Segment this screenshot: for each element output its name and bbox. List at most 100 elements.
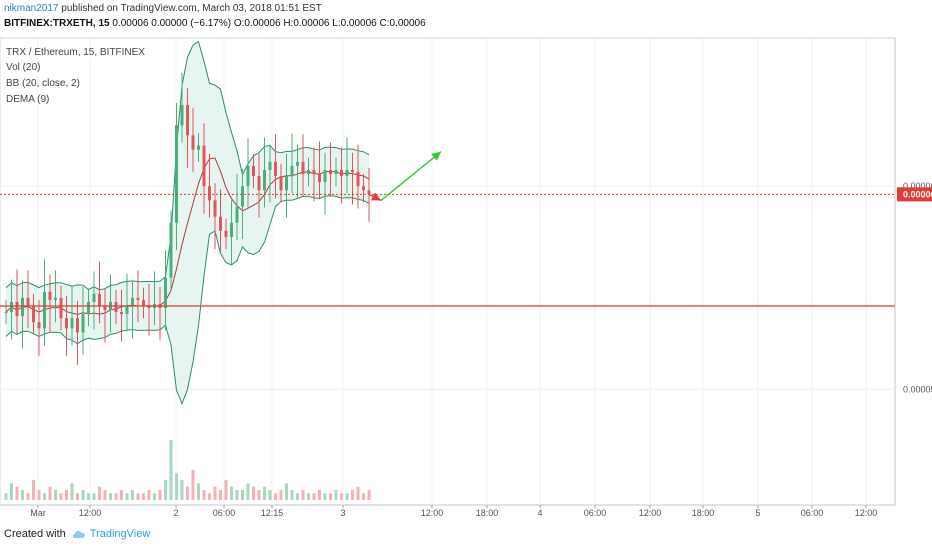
legend-dema[interactable]: DEMA (9) (6, 94, 49, 105)
time-tick-label: 12:00 (421, 508, 444, 518)
volume-bar (263, 486, 266, 500)
candle-body (175, 125, 178, 223)
volume-bar (268, 490, 272, 500)
volume-bar (59, 493, 63, 500)
volume-bar (285, 483, 288, 500)
volume-bar (125, 493, 129, 500)
volume-bar (120, 490, 123, 500)
volume-bar (65, 490, 68, 500)
candle-body (263, 169, 266, 191)
price-tag-label: 0.00006 (903, 189, 932, 199)
volume-bar (219, 490, 222, 500)
candle-body (312, 169, 316, 175)
published-text: published on TradingView.com, March 03, … (61, 3, 322, 14)
volume-bar (213, 486, 217, 500)
candle-body (362, 186, 365, 191)
candle-body (169, 222, 173, 278)
volume-bar (345, 493, 349, 500)
volume-bar (15, 486, 19, 500)
volume-bar (312, 493, 316, 500)
candle-body (98, 293, 101, 307)
candle-body (81, 314, 85, 333)
publisher-username[interactable]: nikman2017 (4, 3, 59, 14)
volume-bar (158, 490, 162, 500)
time-tick-label: 5 (755, 508, 760, 518)
candle-body (180, 104, 184, 126)
time-tick-label: 12:00 (855, 508, 878, 518)
volume-bar (4, 493, 8, 500)
candle-body (252, 165, 255, 177)
candle-body (136, 297, 140, 300)
legend-title: TRX / Ethereum, 15, BITFINEX (6, 47, 145, 58)
volume-bar (70, 483, 74, 500)
tradingview-label: TradingView (89, 528, 151, 540)
volume-bar (323, 493, 327, 500)
candle-body (103, 306, 107, 311)
volume-bar (180, 480, 184, 500)
red-arrow (368, 192, 382, 202)
time-tick-label: 12:00 (79, 508, 102, 518)
upper-band (5, 40, 370, 291)
volume-bar (334, 490, 338, 500)
volume-bar (351, 490, 354, 500)
candle-body (296, 161, 299, 166)
volume-bar (241, 490, 244, 500)
candle-body (241, 186, 244, 207)
volume-bar (153, 493, 156, 500)
candle-body (334, 169, 338, 175)
candle-body (356, 171, 360, 187)
footer: Created with TradingView (4, 528, 150, 540)
candle-body (43, 291, 46, 329)
candle-body (367, 190, 371, 195)
volume-bar (147, 490, 151, 500)
time-tick-label: 18:00 (692, 508, 715, 518)
candle-body (213, 200, 217, 217)
volume-bar (329, 493, 332, 500)
candle-body (4, 312, 8, 314)
time-tick-label: 12:15 (261, 508, 284, 518)
candle-body (274, 161, 277, 177)
time-tick-label: 06:00 (584, 508, 607, 518)
volume-bar (114, 493, 118, 500)
volume-bar (142, 493, 145, 500)
volume-bar (230, 486, 233, 500)
time-tick-label: Mar (30, 508, 46, 518)
volume-bar (186, 486, 189, 500)
volume-bar (26, 493, 30, 500)
volume-bar (48, 486, 52, 500)
volume-bar (164, 480, 167, 500)
volume-bar (362, 493, 365, 500)
volume-bar (274, 493, 277, 500)
candle-body (120, 312, 123, 315)
candle-body (257, 176, 261, 191)
time-tick-label: 2 (173, 508, 178, 518)
projection-arrows (368, 151, 442, 202)
tradingview-brand[interactable]: TradingView (72, 528, 151, 540)
candle-body (37, 322, 41, 329)
volume-bar (197, 483, 200, 500)
candle-body (59, 297, 63, 319)
candle-body (318, 174, 321, 183)
volume-bar (301, 490, 305, 500)
candle-body (351, 169, 354, 172)
candle-body (219, 216, 222, 231)
volume-bar (103, 490, 107, 500)
candle-body (186, 104, 189, 136)
plot-frame (0, 37, 896, 506)
volume-bar (169, 440, 173, 500)
candle-body (131, 297, 134, 307)
y-tick-label: 0.00005 (903, 384, 932, 394)
time-axis[interactable]: Mar 12:00 2 06:00 12:15 3 12:00 18:00 4 06:00 12:0… (30, 505, 877, 518)
indicator-legend: TRX / Ethereum, 15, BITFINEX Vol (20) BB… (6, 47, 145, 105)
candle-body (345, 169, 349, 177)
legend-volume[interactable]: Vol (20) (6, 62, 40, 73)
volume-bar (367, 490, 371, 500)
candle-body (290, 165, 294, 177)
current-price-tag: 0.00006 (897, 187, 932, 202)
candle-body (76, 318, 79, 333)
time-tick-label: 06:00 (801, 508, 824, 518)
volume-bar (252, 486, 255, 500)
legend-bollinger[interactable]: BB (20, close, 2) (6, 78, 80, 89)
volume-bar (257, 490, 261, 500)
